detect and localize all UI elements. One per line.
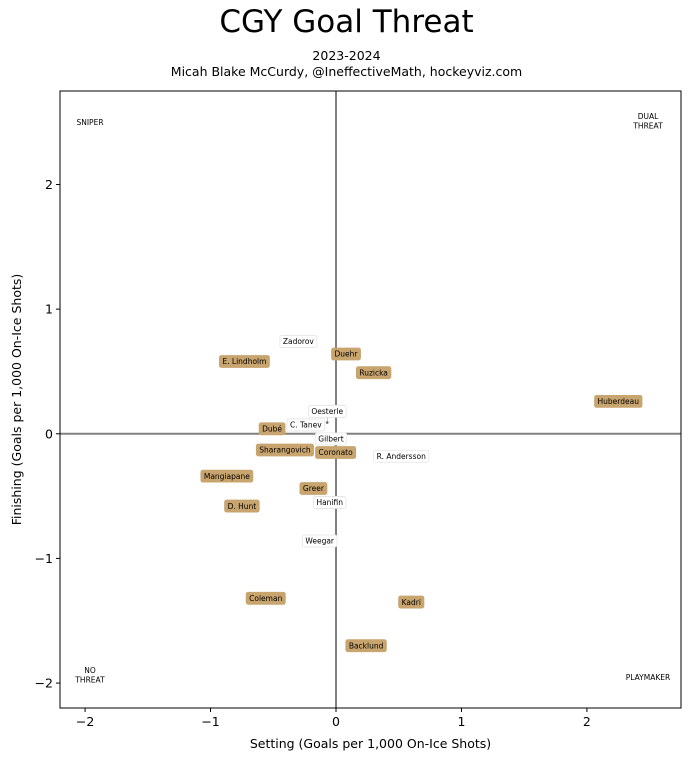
x-tick-label: 1 (457, 714, 465, 729)
y-tick-label: −2 (35, 676, 53, 691)
player-label-box (279, 335, 318, 348)
player-label-box (313, 496, 347, 509)
player-label-box (373, 449, 430, 463)
player-point: Mangiapane (200, 469, 254, 483)
player-point: Kadri (398, 595, 425, 609)
player-label: E. Lindholm (222, 357, 266, 366)
player-point: C. Tanev (286, 418, 326, 432)
player-label: Gilbert (318, 435, 343, 444)
player-label-box (331, 347, 361, 361)
chart-subtitle-credit: Micah Blake McCurdy, @IneffectiveMath, h… (170, 64, 523, 79)
player-label-box (219, 355, 270, 368)
player-label-box (245, 591, 286, 605)
x-tick-label: 2 (583, 714, 591, 729)
player-label: Oesterle (311, 407, 343, 416)
player-point: Huberdeau (594, 394, 643, 408)
player-point: E. Lindholm (219, 355, 270, 368)
player-label: Coleman (249, 594, 282, 603)
player-point: Backlund (345, 639, 387, 653)
player-point: Gilbert (314, 432, 348, 446)
quadrant-label-line: NO (84, 666, 96, 675)
quadrant-label-line: THREAT (74, 676, 105, 685)
quadrant-label-top-right: DUAL THREAT (632, 112, 663, 131)
player-point: Weegar (301, 534, 338, 548)
quadrant-label-line: DUAL (638, 112, 659, 121)
player-point: Hanifin (313, 496, 347, 509)
player-label: Ruzicka (359, 368, 388, 377)
y-tick-label: 1 (45, 302, 53, 317)
chart-title: CGY Goal Threat (219, 4, 474, 40)
player-label: Dubé (262, 424, 282, 433)
x-tick-label: −2 (76, 714, 94, 729)
player-point: Sharangovich (255, 443, 315, 457)
x-axis-ticks: −2 −1 0 1 2 (76, 708, 591, 729)
player-label-box (224, 499, 260, 513)
player-label: Huberdeau (598, 397, 640, 406)
x-tick-label: 0 (332, 714, 340, 729)
player-label: Weegar (305, 537, 335, 546)
plot-frame (59, 90, 682, 709)
player-label-box (258, 422, 286, 436)
player-point: D. Hunt (224, 499, 260, 513)
player-label: D. Hunt (228, 502, 257, 511)
player-label-box (355, 366, 392, 380)
player-label: Duehr (335, 350, 359, 359)
quadrant-label-bottom-right: PLAYMAKER (626, 673, 670, 682)
player-label: C. Tanev (290, 421, 322, 430)
player-label-box (301, 534, 338, 548)
y-tick-label: 0 (45, 426, 53, 441)
x-axis-label: Setting (Goals per 1,000 On-Ice Shots) (250, 736, 491, 751)
player-label: Greer (303, 484, 325, 493)
y-tick-label: 2 (45, 177, 53, 192)
reference-lines (60, 91, 681, 708)
player-label: Hanifin (316, 498, 343, 507)
player-label: Zadorov (283, 337, 315, 346)
player-point: Dubé (258, 422, 286, 436)
player-label-box (398, 595, 425, 609)
player-label: Kadri (402, 598, 421, 607)
player-label: Backlund (349, 641, 384, 650)
quadrant-label-line: SNIPER (76, 118, 103, 127)
quadrant-label-line: PLAYMAKER (626, 673, 670, 682)
quadrant-label-line: THREAT (632, 122, 663, 131)
player-point: Oesterle (307, 404, 347, 418)
player-point: Duehr (331, 347, 361, 361)
quadrant-label-bottom-left: NO THREAT (74, 666, 105, 685)
player-label-box (307, 404, 347, 418)
player-label-box (345, 639, 387, 653)
player-point: Coronato (315, 446, 357, 459)
player-point: Coleman (245, 591, 286, 605)
chart-subtitle-season: 2023-2024 (312, 48, 381, 63)
player-label-box (594, 394, 643, 408)
player-label-box (200, 469, 254, 483)
player-label: Mangiapane (204, 472, 250, 481)
quadrant-label-top-left: SNIPER (76, 118, 103, 127)
player-label-box (315, 446, 357, 459)
y-axis-label: Finishing (Goals per 1,000 On-Ice Shots) (9, 274, 24, 526)
player-point: Ruzicka (355, 366, 392, 380)
player-label-box (255, 443, 315, 457)
player-label-box (286, 418, 326, 432)
y-axis-ticks: −2 −1 0 1 2 (35, 177, 60, 691)
x-tick-label: −1 (201, 714, 219, 729)
player-label-box (299, 482, 328, 495)
player-anchor-dot (325, 421, 329, 424)
player-label: R. Andersson (377, 452, 426, 461)
player-point: Zadorov (279, 335, 318, 348)
player-label-box (314, 432, 348, 446)
player-point: Greer (299, 482, 328, 495)
player-label: Coronato (319, 448, 354, 457)
player-label: Sharangovich (259, 446, 311, 455)
player-point: R. Andersson (373, 449, 430, 463)
y-tick-label: −1 (35, 551, 53, 566)
